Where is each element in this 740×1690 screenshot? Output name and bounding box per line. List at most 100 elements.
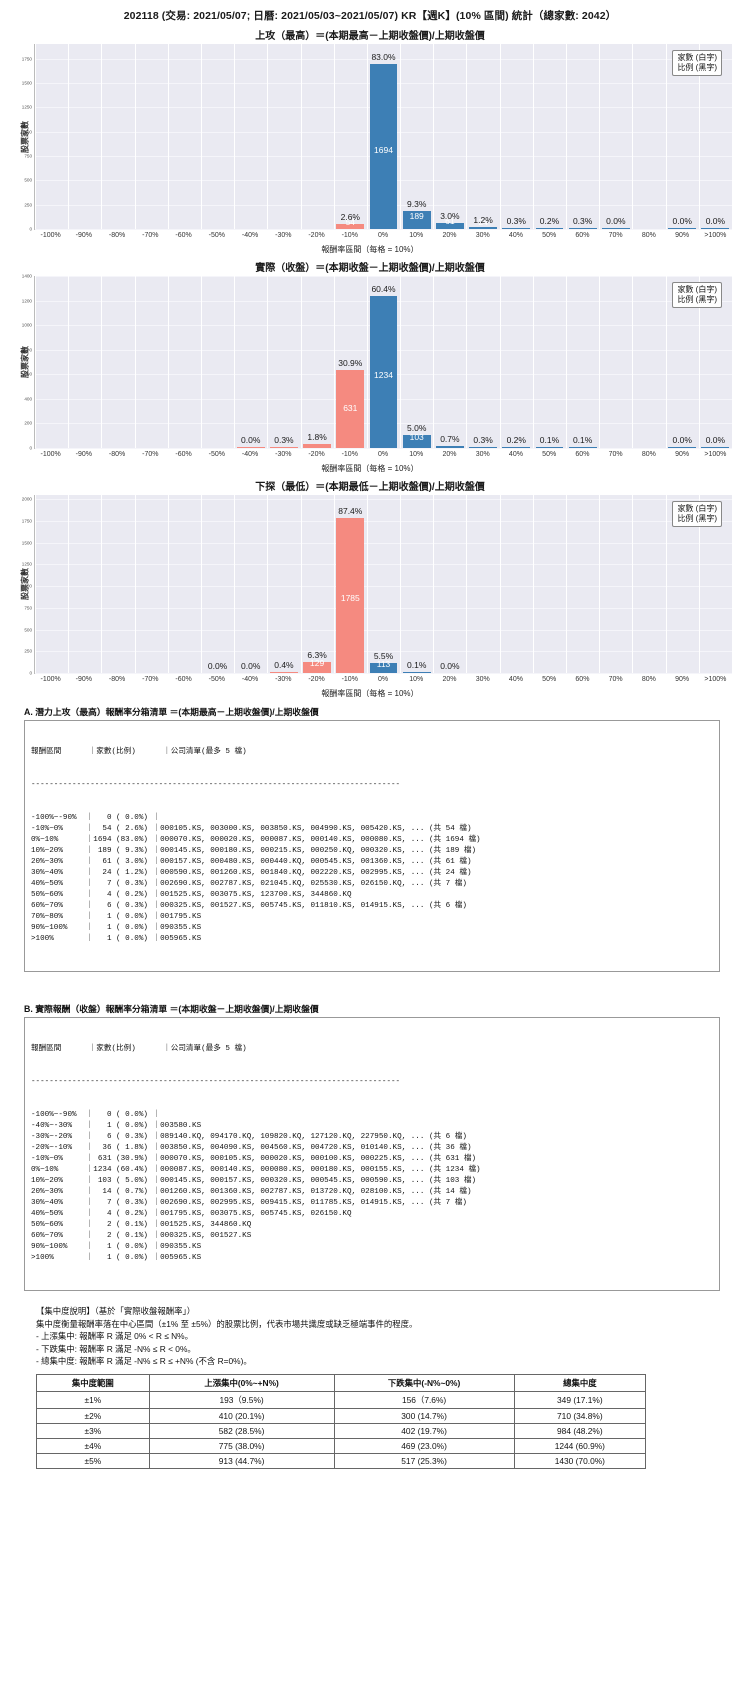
grid-line-vertical <box>366 495 368 673</box>
chart-3: 下探（最低）＝(本期最低－上期收盤價)/上期收盤價 股票家數 0 250 500 750 1… <box>0 478 740 699</box>
concentration-table-row: ±2% 410 (20.1%) 300 (14.7%) 710 (34.8%) <box>36 1408 647 1425</box>
x-axis-tick: 80% <box>641 676 656 683</box>
concentration-cell: 156（7.6%) <box>333 1391 515 1410</box>
concentration-cell: ±1% <box>36 1391 150 1410</box>
grid-line-vertical <box>200 495 202 673</box>
concentration-cell: 193（9.5%) <box>148 1391 335 1410</box>
x-axis-tick: 10% <box>409 676 424 683</box>
grid-line-vertical <box>400 276 402 448</box>
bar-percent-label: 30.9% <box>338 358 363 369</box>
table-a-header: 報酬區間 ｜家數(比例) ｜公司清單(最多 5 檔) <box>31 748 247 756</box>
chart-2: 實際（收盤）＝(本期收盤－上期收盤價)/上期收盤價 股票家數 0 200 400 600 8… <box>0 259 740 474</box>
grid-line-vertical <box>333 44 335 229</box>
bar-percent-label: 0.0% <box>705 215 726 226</box>
x-axis-tick: -90% <box>75 676 93 683</box>
x-axis-strip: -100% -90% -80% -70% -60% -50% -40% -30% -20% -10… <box>34 674 732 687</box>
concentration-cell: 1244 (60.9%) <box>513 1438 647 1455</box>
concentration-cell: 984 (48.2%) <box>513 1423 647 1440</box>
grid-line-vertical <box>466 276 468 448</box>
y-axis-tick: 800 <box>24 347 32 353</box>
grid-line-vertical <box>267 276 269 448</box>
bar <box>535 227 564 229</box>
bar <box>502 227 531 229</box>
table-b-row: 20%~30% ｜ 14 ( 0.7%) ｜001260.KS, 001360.… <box>31 1188 472 1196</box>
concentration-table-row: ±4% 775 (38.0%) 469 (23.0%) 1244 (60.9%) <box>36 1438 647 1455</box>
table-a-row: -10%~0% ｜ 54 ( 2.6%) ｜000105.KS, 003000.… <box>31 825 472 833</box>
grid-line-vertical <box>632 44 634 229</box>
bar-percent-label: 0.7% <box>440 434 460 445</box>
concentration-cell: ±3% <box>36 1423 150 1440</box>
concentration-cell: 775 (38.0%) <box>148 1438 335 1455</box>
grid-line-vertical <box>599 44 601 229</box>
x-axis-tick: -20% <box>308 232 325 239</box>
x-axis-tick: -40% <box>241 232 259 239</box>
bar <box>668 227 697 229</box>
bar <box>303 443 332 448</box>
table-a-row: 40%~50% ｜ 7 ( 0.3%) ｜002690.KS, 002787.K… <box>31 880 467 888</box>
table-b-row: 40%~50% ｜ 4 ( 0.2%) ｜001795.KS, 003075.K… <box>31 1210 352 1218</box>
chart-title: 下探（最低）＝(本期最低－上期收盤價)/上期收盤價 <box>255 482 485 493</box>
x-axis-tick: -70% <box>142 676 159 683</box>
x-axis-tick: 0% <box>377 676 389 683</box>
grid-line-vertical <box>134 44 136 229</box>
concentration-cell: 582 (28.5%) <box>148 1423 335 1440</box>
bar-count-label: 113 <box>376 658 391 669</box>
x-axis-label: 報酬率區間（每格 = 10%） <box>321 245 419 254</box>
x-axis-tick: -60% <box>175 676 192 683</box>
plot-area: 0 250 500 750 1000 1250 1500 1750 54 2.6% 1694 83.0… <box>22 44 732 232</box>
concentration-note-line: - 上漲集中: 報酬率 R 滿足 0% < R ≤ N%。 <box>36 1331 193 1342</box>
bar <box>701 227 730 229</box>
x-axis-tick: -60% <box>175 232 192 239</box>
y-axis-tick: 750 <box>24 153 32 159</box>
grid-line-vertical <box>68 495 70 673</box>
y-axis-tick: 1250 <box>21 104 32 110</box>
y-axis-tick: 0 <box>29 445 32 451</box>
concentration-column-header: 集中度範圍 <box>36 1374 150 1393</box>
concentration-note-lines: 集中度衡量報酬率落在中心區間（±1% 至 ±5%）的股票比例，代表市場共識度或缺… <box>36 1318 716 1368</box>
x-axis-tick: 90% <box>675 451 690 458</box>
bar-count-label: 1694 <box>374 144 393 155</box>
table-b-box: 報酬區間 ｜家數(比例) ｜公司清單(最多 5 檔) -------------… <box>24 1017 720 1291</box>
grid-line-horizontal <box>35 651 732 653</box>
grid-line-vertical <box>466 495 468 673</box>
x-axis-tick: -10% <box>341 451 358 458</box>
y-axis-tick: 1500 <box>21 540 32 546</box>
concentration-cell: ±4% <box>36 1438 150 1455</box>
concentration-cell: 402 (19.7%) <box>333 1423 515 1440</box>
bar-count-label: 54 <box>345 216 356 227</box>
x-axis-tick: 0% <box>377 451 389 458</box>
grid-line-vertical <box>134 495 136 673</box>
x-axis-tick: -30% <box>275 676 292 683</box>
y-axis-tick: 0 <box>29 226 32 232</box>
table-b-divider: ----------------------------------------… <box>31 1078 401 1086</box>
grid-line-vertical <box>665 495 667 673</box>
bar <box>402 210 431 229</box>
table-a-row: 60%~70% ｜ 6 ( 0.3%) ｜000325.KS, 001527.K… <box>31 902 467 910</box>
x-axis-tick: 70% <box>608 232 623 239</box>
table-b-row: 60%~70% ｜ 2 ( 0.1%) ｜000325.KS, 001527.K… <box>31 1232 252 1240</box>
table-b-row: -20%~-10% ｜ 36 ( 1.8%) ｜003850.KS, 00409… <box>31 1144 472 1152</box>
grid-line-horizontal <box>35 499 732 501</box>
grid-line-vertical <box>665 276 667 448</box>
concentration-column-header: 下跌集中(-N%~0%) <box>333 1374 515 1393</box>
bar-percent-label: 0.3% <box>274 434 294 445</box>
grid-line-vertical <box>499 44 501 229</box>
bar-percent-label: 0.0% <box>241 661 261 671</box>
table-b-row: -30%~-20% ｜ 6 ( 0.3%) ｜089140.KQ, 094170… <box>31 1133 467 1141</box>
concentration-cell: 517 (25.3%) <box>333 1453 515 1470</box>
x-axis-tick: 30% <box>475 232 490 239</box>
plot-area: 0 200 400 600 800 1000 1200 1400 0.0% 0.3% 1.8% 631… <box>22 274 732 451</box>
x-axis-tick: 60% <box>575 232 590 239</box>
y-axis-tick: 1400 <box>21 273 32 279</box>
y-axis-tick: 200 <box>24 420 32 426</box>
legend-line-ratio: 比例 (黑字) <box>677 63 717 72</box>
table-a-row: 0%~10% ｜1694 (83.0%) ｜000070.KS, 000020.… <box>31 836 481 844</box>
x-axis-tick: 50% <box>542 232 557 239</box>
x-axis-tick: -30% <box>275 232 292 239</box>
table-a-row: -100%~-90% ｜ 0 ( 0.0%) ｜ <box>31 814 161 822</box>
grid-line-horizontal <box>35 673 732 674</box>
bar-percent-label: 0.0% <box>207 661 228 671</box>
table-a-row: 30%~40% ｜ 24 ( 1.2%) ｜000590.KS, 001260.… <box>31 869 472 877</box>
concentration-table: 集中度範圍 上漲集中(0%~+N%) 下跌集中(-N%~0%) 總集中度 ±1% 193… <box>36 1374 647 1470</box>
table-a-heading: A. 潛力上攻（最高）報酬率分箱清單 ＝(本期最高－上期收盤價)/上期收盤價 <box>24 707 319 717</box>
